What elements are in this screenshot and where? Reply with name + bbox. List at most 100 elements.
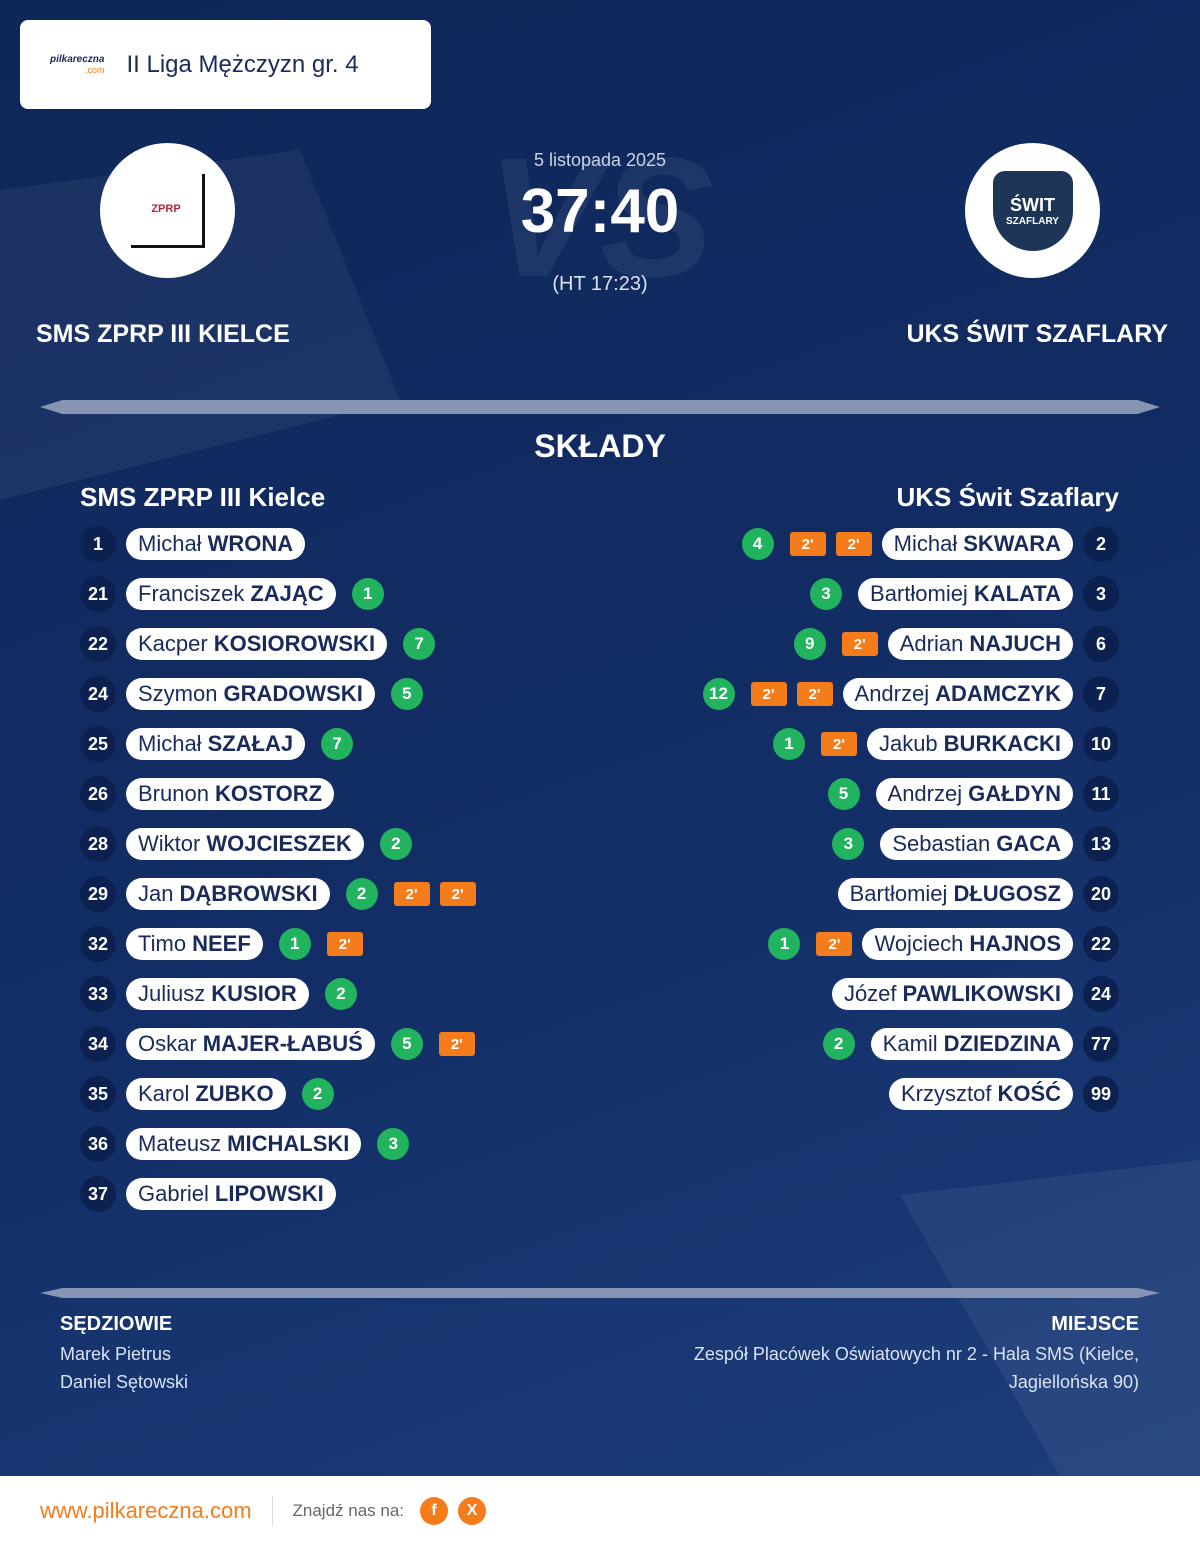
social-x[interactable]: X: [458, 1497, 487, 1525]
shirt-number: 3: [1083, 576, 1119, 612]
shirt-number: 21: [80, 576, 116, 612]
player-name: Gabriel LIPOWSKI: [126, 1178, 336, 1210]
last-name: DZIEDZINA: [943, 1031, 1061, 1056]
player-name: Wojciech HAJNOS: [862, 928, 1073, 960]
score: 37:40: [520, 177, 680, 246]
social-facebook[interactable]: f: [420, 1497, 449, 1525]
away-lineup: 4 2' 2' Michał SKWARA 2 3 Bartłomiej KALATA 3 9 2' A…: [579, 519, 1119, 1119]
goals: 2: [345, 878, 378, 910]
penalty: 2': [820, 732, 857, 756]
goals: 2: [324, 978, 357, 1010]
site-url[interactable]: www.pilkareczna.com: [40, 1498, 252, 1523]
player-name: Kamil DZIEDZINA: [870, 1028, 1073, 1060]
shirt-number: 26: [80, 776, 116, 812]
goals: 5: [390, 678, 423, 710]
last-name: SKWARA: [963, 531, 1061, 556]
last-name: WRONA: [207, 531, 294, 556]
player-row: 22 Kacper KOSIOROWSKI 7: [80, 619, 620, 669]
home-logo-mark: ZPRP: [130, 173, 205, 248]
shirt-number: 10: [1083, 726, 1119, 762]
away-logo-mark: ŚWIT SZAFLARY: [992, 170, 1073, 251]
player-row: 24 Szymon GRADOWSKI 5: [80, 669, 620, 719]
first-name: Jan: [138, 881, 174, 906]
goals: 1: [772, 728, 805, 760]
player-row: 36 Mateusz MICHALSKI 3: [80, 1119, 620, 1169]
shirt-number: 13: [1083, 826, 1119, 862]
shirt-number: 22: [80, 626, 116, 662]
player-row: 25 Michał SZAŁAJ 7: [80, 719, 620, 769]
player-row: 29 Jan DĄBROWSKI 2 2' 2': [80, 869, 620, 919]
goals: 2: [822, 1028, 855, 1060]
player-row: 28 Wiktor WOJCIESZEK 2: [80, 819, 620, 869]
last-name: BURKACKI: [943, 731, 1061, 756]
player-name: Andrzej GAŁDYN: [875, 778, 1073, 810]
player-row: 34 Oskar MAJER-ŁABUŚ 5 2': [80, 1019, 620, 1069]
vs-watermark: VS: [486, 123, 714, 313]
logo-text: .com: [84, 64, 105, 75]
divider: [40, 1288, 1160, 1298]
player-name: Kacper KOSIOROWSKI: [126, 628, 388, 660]
shirt-number: 29: [80, 876, 116, 912]
goals: 2: [379, 828, 412, 860]
first-name: Michał: [138, 731, 202, 756]
goals: 1: [278, 928, 311, 960]
goals: 3: [377, 1128, 410, 1160]
player-name: Bartłomiej DŁUGOSZ: [837, 878, 1073, 910]
last-name: MICHALSKI: [227, 1131, 350, 1156]
goals: 1: [351, 578, 384, 610]
referee: Marek Pietrus: [60, 1344, 172, 1364]
penalty: 2': [439, 882, 476, 906]
shirt-number: 99: [1083, 1076, 1119, 1112]
first-name: Kamil: [882, 1031, 938, 1056]
player-name: Franciszek ZAJĄC: [126, 578, 336, 610]
shirt-number: 24: [1083, 976, 1119, 1012]
player-row: 2 Kamil DZIEDZINA 77: [579, 1019, 1119, 1069]
player-name: Mateusz MICHALSKI: [126, 1128, 362, 1160]
goals: 9: [793, 628, 826, 660]
first-name: Oskar: [138, 1031, 197, 1056]
separator: [271, 1496, 273, 1526]
player-name: Adrian NAJUCH: [887, 628, 1073, 660]
first-name: Gabriel: [138, 1181, 209, 1206]
player-name: Juliusz KUSIOR: [126, 978, 309, 1010]
player-name: Brunon KOSTORZ: [126, 778, 335, 810]
player-row: Józef PAWLIKOWSKI 24: [579, 969, 1119, 1019]
shirt-number: 34: [80, 1026, 116, 1062]
player-row: 21 Franciszek ZAJĄC 1: [80, 569, 620, 619]
shirt-number: 7: [1083, 676, 1119, 712]
first-name: Kacper: [138, 631, 208, 656]
shirt-number: 11: [1083, 776, 1119, 812]
last-name: ADAMCZYK: [935, 681, 1061, 706]
goals: 5: [390, 1028, 423, 1060]
player-row: 4 2' 2' Michał SKWARA 2: [579, 519, 1119, 569]
last-name: DĄBROWSKI: [179, 881, 318, 906]
match-date: 5 listopada 2025: [533, 150, 667, 170]
away-lineup-title: UKS Świt Szaflary: [896, 482, 1119, 512]
shirt-number: 37: [80, 1176, 116, 1212]
referees-label: SĘDZIOWIE: [60, 1313, 173, 1335]
footer: www.pilkareczna.com Znajdź nas na: f X: [0, 1476, 1200, 1546]
shirt-number: 28: [80, 826, 116, 862]
logo-text: ŚWIT: [1010, 194, 1055, 215]
penalty: 2': [750, 682, 787, 706]
penalty: 2': [393, 882, 430, 906]
first-name: Michał: [138, 531, 202, 556]
first-name: Wojciech: [874, 931, 964, 956]
player-row: 12 2' 2' Andrzej ADAMCZYK 7: [579, 669, 1119, 719]
player-row: 35 Karol ZUBKO 2: [80, 1069, 620, 1119]
player-row: Krzysztof KOŚĆ 99: [579, 1069, 1119, 1119]
penalty: 2': [816, 932, 853, 956]
divider: [40, 400, 1160, 414]
player-row: 9 2' Adrian NAJUCH 6: [579, 619, 1119, 669]
last-name: GRADOWSKI: [223, 681, 363, 706]
player-name: Józef PAWLIKOWSKI: [831, 978, 1073, 1010]
player-name: Michał WRONA: [126, 528, 306, 560]
player-row: 5 Andrzej GAŁDYN 11: [579, 769, 1119, 819]
player-name: Oskar MAJER-ŁABUŚ: [126, 1028, 375, 1060]
first-name: Wiktor: [138, 831, 201, 856]
first-name: Bartłomiej: [849, 881, 948, 906]
first-name: Szymon: [138, 681, 218, 706]
home-lineup-title: SMS ZPRP III Kielce: [80, 482, 326, 512]
player-name: Michał SKWARA: [881, 528, 1073, 560]
shirt-number: 77: [1083, 1026, 1119, 1062]
